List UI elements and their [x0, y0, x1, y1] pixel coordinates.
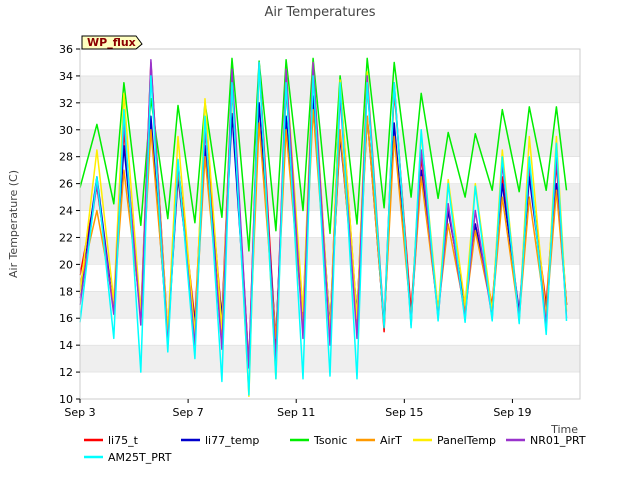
y-tick-label: 32 [59, 97, 73, 110]
legend-label-paneltemp: PanelTemp [437, 434, 496, 447]
y-tick-label: 36 [59, 43, 73, 56]
y-tick-label: 16 [59, 312, 73, 325]
y-tick-label: 30 [59, 124, 73, 137]
y-tick-label: 18 [59, 285, 73, 298]
series-line-am25t-prt [79, 61, 568, 396]
legend-label-nr01-prt: NR01_PRT [530, 434, 586, 447]
grid-band [80, 75, 580, 103]
legend-label-li77-temp: li77_temp [205, 434, 259, 447]
y-axis-label: Air Temperature (C) [7, 170, 20, 278]
chart-title: Air Temperatures [264, 5, 375, 20]
y-tick-label: 10 [59, 393, 73, 406]
series-line-tsonic [79, 57, 568, 252]
y-tick-label: 34 [59, 70, 73, 83]
y-tick-label: 22 [59, 231, 73, 244]
plot-frame [79, 48, 581, 400]
x-tick-label: Sep 11 [277, 406, 315, 419]
x-tick-label: Sep 3 [64, 406, 95, 419]
series-lines [79, 57, 568, 398]
site-badge: WP_flux [81, 35, 143, 50]
x-tick-label: Sep 7 [172, 406, 203, 419]
grid-band [80, 237, 580, 265]
legend-label-airt: AirT [380, 434, 402, 447]
x-axis-label: Time [550, 423, 578, 436]
legend: li75_t li77_temp Tsonic AirT PanelTemp NR01_P… [84, 434, 586, 464]
y-tick-label: 20 [59, 258, 73, 271]
y-tick-label: 12 [59, 366, 73, 379]
y-axis-ticks: 10 12 14 16 18 20 22 24 26 28 30 32 34 36 [59, 43, 80, 406]
y-tick-label: 28 [59, 151, 73, 164]
legend-label-tsonic: Tsonic [313, 434, 347, 447]
y-tick-label: 24 [59, 205, 73, 218]
site-badge-label: WP_flux [87, 36, 136, 49]
legend-label-li75-t: li75_t [108, 434, 139, 447]
y-tick-label: 14 [59, 339, 73, 352]
legend-label-am25t-prt: AM25T_PRT [108, 451, 172, 464]
x-tick-label: Sep 19 [493, 406, 531, 419]
y-tick-label: 26 [59, 178, 73, 191]
x-tick-label: Sep 15 [385, 406, 423, 419]
axes [79, 48, 581, 400]
x-axis-ticks: Sep 3 Sep 7 Sep 11 Sep 15 Sep 19 [64, 399, 532, 419]
